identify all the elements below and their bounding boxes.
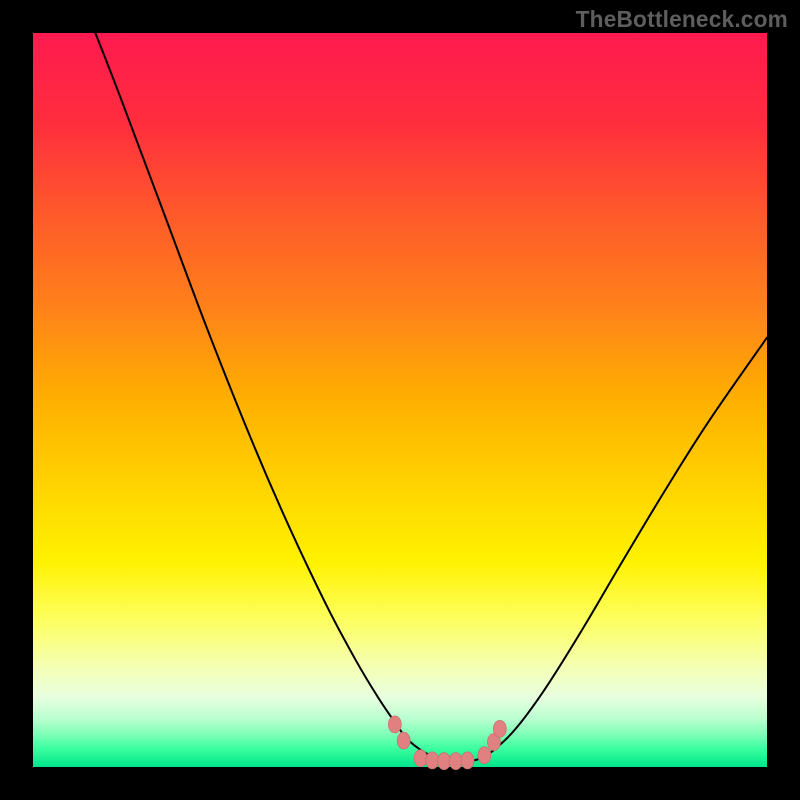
marker-dot bbox=[449, 753, 462, 770]
plot-background bbox=[33, 33, 767, 767]
marker-dot bbox=[461, 752, 474, 769]
marker-dot bbox=[426, 752, 439, 769]
marker-dot bbox=[478, 747, 491, 764]
marker-dot bbox=[493, 720, 506, 737]
marker-dot bbox=[388, 716, 401, 733]
marker-dot bbox=[414, 750, 427, 767]
stage: TheBottleneck.com bbox=[0, 0, 800, 800]
marker-dot bbox=[397, 732, 410, 749]
watermark-text: TheBottleneck.com bbox=[576, 6, 788, 33]
chart-svg bbox=[0, 0, 800, 800]
marker-dot bbox=[438, 753, 451, 770]
